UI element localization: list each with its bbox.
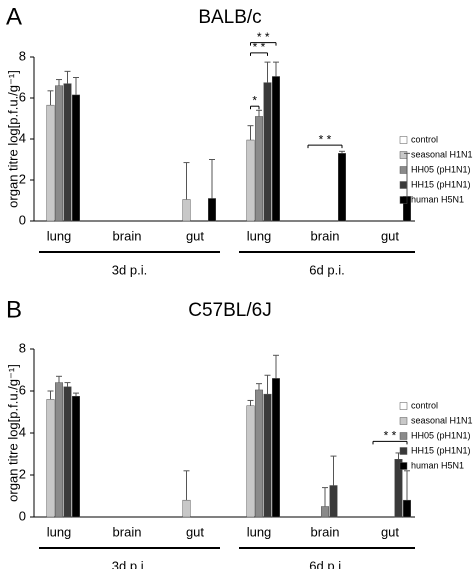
bar	[246, 405, 255, 518]
legend-label: human H5N1	[411, 460, 464, 470]
bar	[63, 83, 72, 222]
bar	[55, 382, 63, 518]
chart-title: BALB/c	[198, 7, 261, 28]
x-tick-label: lung	[247, 524, 272, 539]
significance-label: *	[252, 93, 257, 107]
bar	[72, 94, 80, 222]
bar	[255, 389, 263, 518]
legend-swatch	[399, 432, 408, 440]
legend-label: seasonal H1N1	[411, 415, 473, 425]
y-tick-label: 2	[19, 466, 26, 481]
y-tick-label: 4	[19, 130, 26, 145]
x-tick-label: lung	[47, 228, 72, 243]
x-tick-label: brain	[113, 228, 142, 243]
x-tick-label: brain	[311, 524, 340, 539]
significance-label: * *	[384, 429, 397, 443]
legend-swatch	[399, 151, 408, 159]
group-label: 3d p.i.	[112, 558, 147, 569]
legend-label: seasonal H1N1	[411, 149, 473, 159]
bar	[338, 153, 346, 222]
x-tick-label: lung	[247, 228, 272, 243]
legend-label: control	[411, 400, 438, 410]
bar	[272, 378, 280, 518]
bar	[263, 82, 272, 222]
legend-label: HH05 (pH1N1)	[411, 164, 471, 174]
bar	[321, 506, 329, 518]
x-tick-label: gut	[381, 228, 399, 243]
bar	[255, 116, 263, 222]
panel-label: A	[6, 3, 22, 30]
y-tick-label: 2	[19, 171, 26, 186]
x-tick-label: brain	[113, 524, 142, 539]
bar	[272, 76, 280, 222]
bar	[263, 393, 272, 518]
bar	[55, 85, 63, 222]
legend-swatch	[399, 136, 408, 144]
y-axis-label: organ titre log[p.f.u./g⁻¹]	[5, 70, 20, 208]
significance-label: * *	[319, 132, 332, 146]
group-label: 6d p.i.	[309, 558, 344, 569]
legend-label: HH05 (pH1N1)	[411, 430, 471, 440]
x-tick-label: lung	[47, 524, 72, 539]
x-tick-label: gut	[186, 524, 204, 539]
legend-swatch	[399, 166, 408, 174]
bar	[208, 198, 216, 222]
x-tick-label: gut	[186, 228, 204, 243]
y-tick-label: 8	[19, 48, 26, 63]
y-tick-label: 4	[19, 424, 26, 439]
bar	[72, 396, 80, 518]
y-tick-label: 0	[19, 212, 26, 227]
legend-swatch	[399, 417, 408, 425]
y-tick-label: 6	[19, 89, 26, 104]
legend-swatch	[399, 196, 408, 204]
y-axis-label: organ titre log[p.f.u./g⁻¹]	[5, 364, 20, 502]
legend-label: human H5N1	[411, 194, 464, 204]
legend-swatch	[399, 462, 408, 470]
group-label: 6d p.i.	[309, 262, 344, 277]
y-tick-label: 0	[19, 508, 26, 523]
panel-label: B	[6, 296, 22, 323]
bar	[182, 199, 191, 222]
bar	[63, 386, 72, 518]
significance-label: * *	[253, 40, 266, 54]
bar	[329, 485, 338, 518]
bar	[182, 499, 191, 518]
significance-label: * *	[257, 30, 270, 44]
x-tick-label: gut	[381, 524, 399, 539]
x-tick-label: brain	[311, 228, 340, 243]
legend-swatch	[399, 447, 408, 455]
bar	[46, 399, 55, 518]
group-label: 3d p.i.	[112, 262, 147, 277]
chart-title: C57BL/6J	[188, 300, 271, 321]
legend-label: HH15 (pH1N1)	[411, 445, 471, 455]
legend-label: HH15 (pH1N1)	[411, 179, 471, 189]
bar	[246, 139, 255, 222]
bar	[403, 499, 411, 518]
legend-swatch	[399, 181, 408, 189]
bar	[46, 104, 55, 222]
y-tick-label: 8	[19, 340, 26, 355]
legend-swatch	[399, 402, 408, 410]
y-tick-label: 6	[19, 382, 26, 397]
legend-label: control	[411, 134, 438, 144]
